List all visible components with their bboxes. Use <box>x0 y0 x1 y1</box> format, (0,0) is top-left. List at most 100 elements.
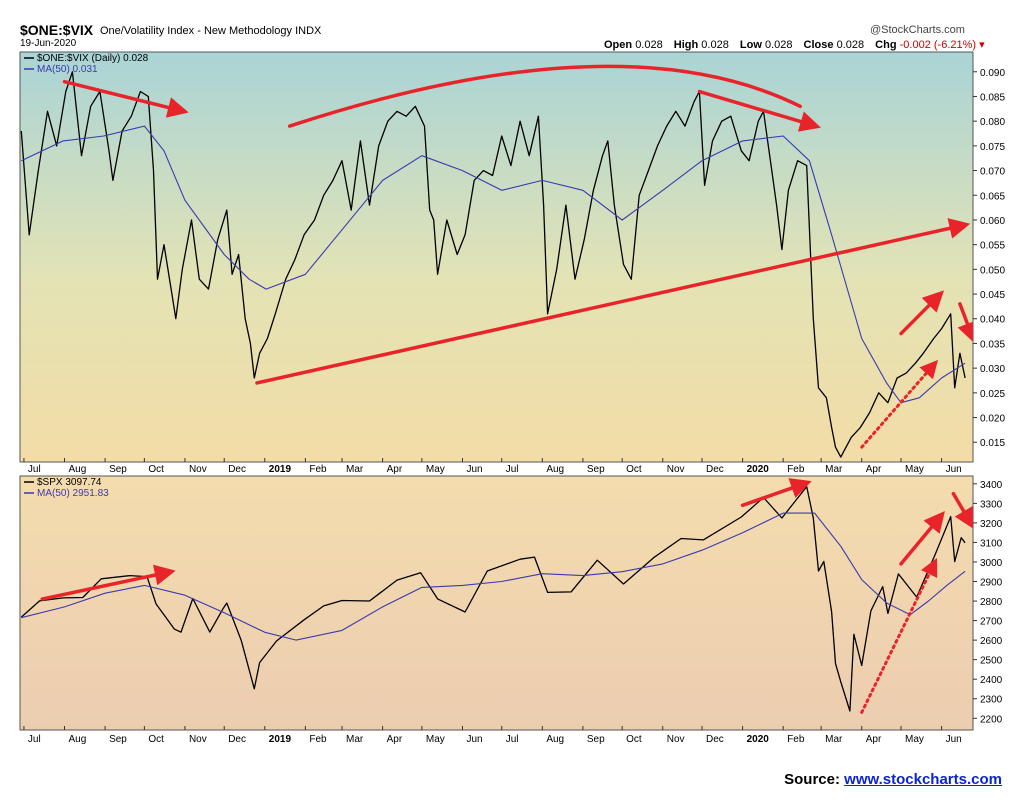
vix-y-tick-label: 0.075 <box>980 142 1005 153</box>
chart-instrument-name: One/Volatility Index - New Methodology I… <box>100 25 321 37</box>
x-axis-label: Aug <box>546 464 564 475</box>
x-axis-label: Nov <box>667 734 685 745</box>
vix-y-tick-label: 0.060 <box>980 216 1005 227</box>
vix-y-tick-label: 0.040 <box>980 315 1005 326</box>
spx-y-tick-label: 3400 <box>980 480 1003 491</box>
source-link[interactable]: www.stockcharts.com <box>844 771 1002 788</box>
x-axis-label: Jun <box>946 464 962 475</box>
x-axis-label: Dec <box>228 464 246 475</box>
x-axis-label: Oct <box>148 464 164 475</box>
vix-y-tick-label: 0.015 <box>980 438 1005 449</box>
vix-y-tick-label: 0.055 <box>980 241 1005 252</box>
vix-y-tick-label: 0.025 <box>980 389 1005 400</box>
vix-ma50-line <box>21 125 966 404</box>
x-axis-label: Aug <box>69 734 87 745</box>
spx-y-tick-label: 2600 <box>980 636 1003 647</box>
x-axis-label: Apr <box>866 464 882 475</box>
vix-y-tick-label: 0.080 <box>980 117 1005 128</box>
chart-date: 19-Jun-2020 <box>20 38 77 49</box>
source-footer: Source: www.stockcharts.com <box>784 771 1002 788</box>
vix-y-tick-label: 0.065 <box>980 191 1005 202</box>
x-axis-label: Sep <box>109 464 127 475</box>
x-axis-label: Nov <box>189 464 207 475</box>
x-axis-label: Oct <box>626 734 642 745</box>
x-axis-label: Oct <box>148 734 164 745</box>
instrument-name: One/Volatility Index - New Methodology <box>100 25 292 37</box>
x-axis-label: 2019 <box>269 734 292 745</box>
x-axis-label: Aug <box>69 464 87 475</box>
spx-legend-label: $SPX 3097.74 <box>37 477 102 488</box>
x-axis-label: Oct <box>626 464 642 475</box>
vix-annotation-arc <box>287 64 802 128</box>
spx-y-tick-label: 2200 <box>980 714 1003 725</box>
vix-legend-label: $ONE:$VIX (Daily) 0.028 <box>37 53 149 64</box>
vix-panel-background <box>19 51 974 463</box>
vix-annotation-line <box>255 218 971 385</box>
x-axis-label: Mar <box>825 464 843 475</box>
spx-legend-label: MA(50) 2951.83 <box>37 488 109 499</box>
spx-y-tick-label: 2800 <box>980 597 1003 608</box>
source-label: Source: <box>784 771 840 788</box>
high-value: 0.028 <box>701 39 729 51</box>
x-axis-label: Dec <box>706 734 724 745</box>
vix-y-tick-label: 0.030 <box>980 364 1005 375</box>
x-axis-label: Jul <box>28 464 41 475</box>
spx-y-tick-label: 2400 <box>980 675 1003 686</box>
vix-y-tick-label: 0.085 <box>980 92 1005 103</box>
x-axis-label: Nov <box>667 464 685 475</box>
vix-y-tick-label: 0.090 <box>980 68 1005 79</box>
x-axis-label: Feb <box>309 464 327 475</box>
x-axis-label: Aug <box>546 734 564 745</box>
vix-y-tick-label: 0.045 <box>980 290 1005 301</box>
x-axis-label: May <box>426 464 445 475</box>
x-axis-label: Jun <box>946 734 962 745</box>
x-axis-label: May <box>426 734 445 745</box>
x-axis-label: 2020 <box>747 734 770 745</box>
x-axis-label: May <box>905 464 924 475</box>
x-axis-label: Dec <box>706 464 724 475</box>
x-axis-label: May <box>905 734 924 745</box>
chg-value: -0.002 (-6.21%) <box>899 39 977 51</box>
close-value: 0.028 <box>836 39 865 51</box>
x-axis-label: Jul <box>506 464 519 475</box>
low-value: 0.028 <box>764 39 793 51</box>
spx-y-tick-label: 2900 <box>980 578 1003 589</box>
spx-y-tick-label: 3000 <box>980 558 1003 569</box>
high-label: High <box>673 39 699 51</box>
open-value: 0.028 <box>635 39 663 51</box>
x-axis-label: 2020 <box>747 464 770 475</box>
x-axis-label: Jul <box>28 734 41 745</box>
vix-price-line <box>20 71 966 458</box>
vix-legend-label: MA(50) 0.031 <box>37 64 98 75</box>
spx-price-line <box>20 485 966 712</box>
vix-annotation-dotted-arrow <box>860 359 938 449</box>
x-axis-label: 2019 <box>269 464 292 475</box>
chg-label: Chg <box>875 39 897 51</box>
x-axis-label: Mar <box>346 734 364 745</box>
vix-annotation-arrow <box>957 302 973 344</box>
x-axis-label: Jun <box>466 464 482 475</box>
vix-y-tick-label: 0.070 <box>980 167 1005 178</box>
exchange-label: INDX <box>295 25 322 37</box>
spx-panel-background <box>19 475 974 731</box>
vix-annotation-arrow <box>697 89 821 132</box>
vix-y-tick-label: 0.035 <box>980 339 1005 350</box>
spx-y-tick-label: 2300 <box>980 695 1003 706</box>
vix-annotation-arrow <box>899 290 944 336</box>
spx-annotation-arrow <box>40 564 176 601</box>
stockcharts-watermark: @StockCharts.com <box>870 24 965 36</box>
x-axis-label: Feb <box>309 734 327 745</box>
open-label: Open <box>604 39 633 51</box>
down-triangle-icon: ▾ <box>979 39 985 51</box>
x-axis-label: Apr <box>387 734 403 745</box>
low-label: Low <box>739 39 762 51</box>
x-axis-label: Mar <box>346 464 364 475</box>
chart-symbol: $ONE:$VIX <box>20 22 94 38</box>
x-axis-label: Apr <box>866 734 882 745</box>
close-label: Close <box>803 39 834 51</box>
vix-y-tick-label: 0.020 <box>980 414 1005 425</box>
vix-annotation-arrow <box>62 79 189 118</box>
spx-annotation-arrow <box>899 511 945 566</box>
spx-y-tick-label: 3300 <box>980 499 1003 510</box>
